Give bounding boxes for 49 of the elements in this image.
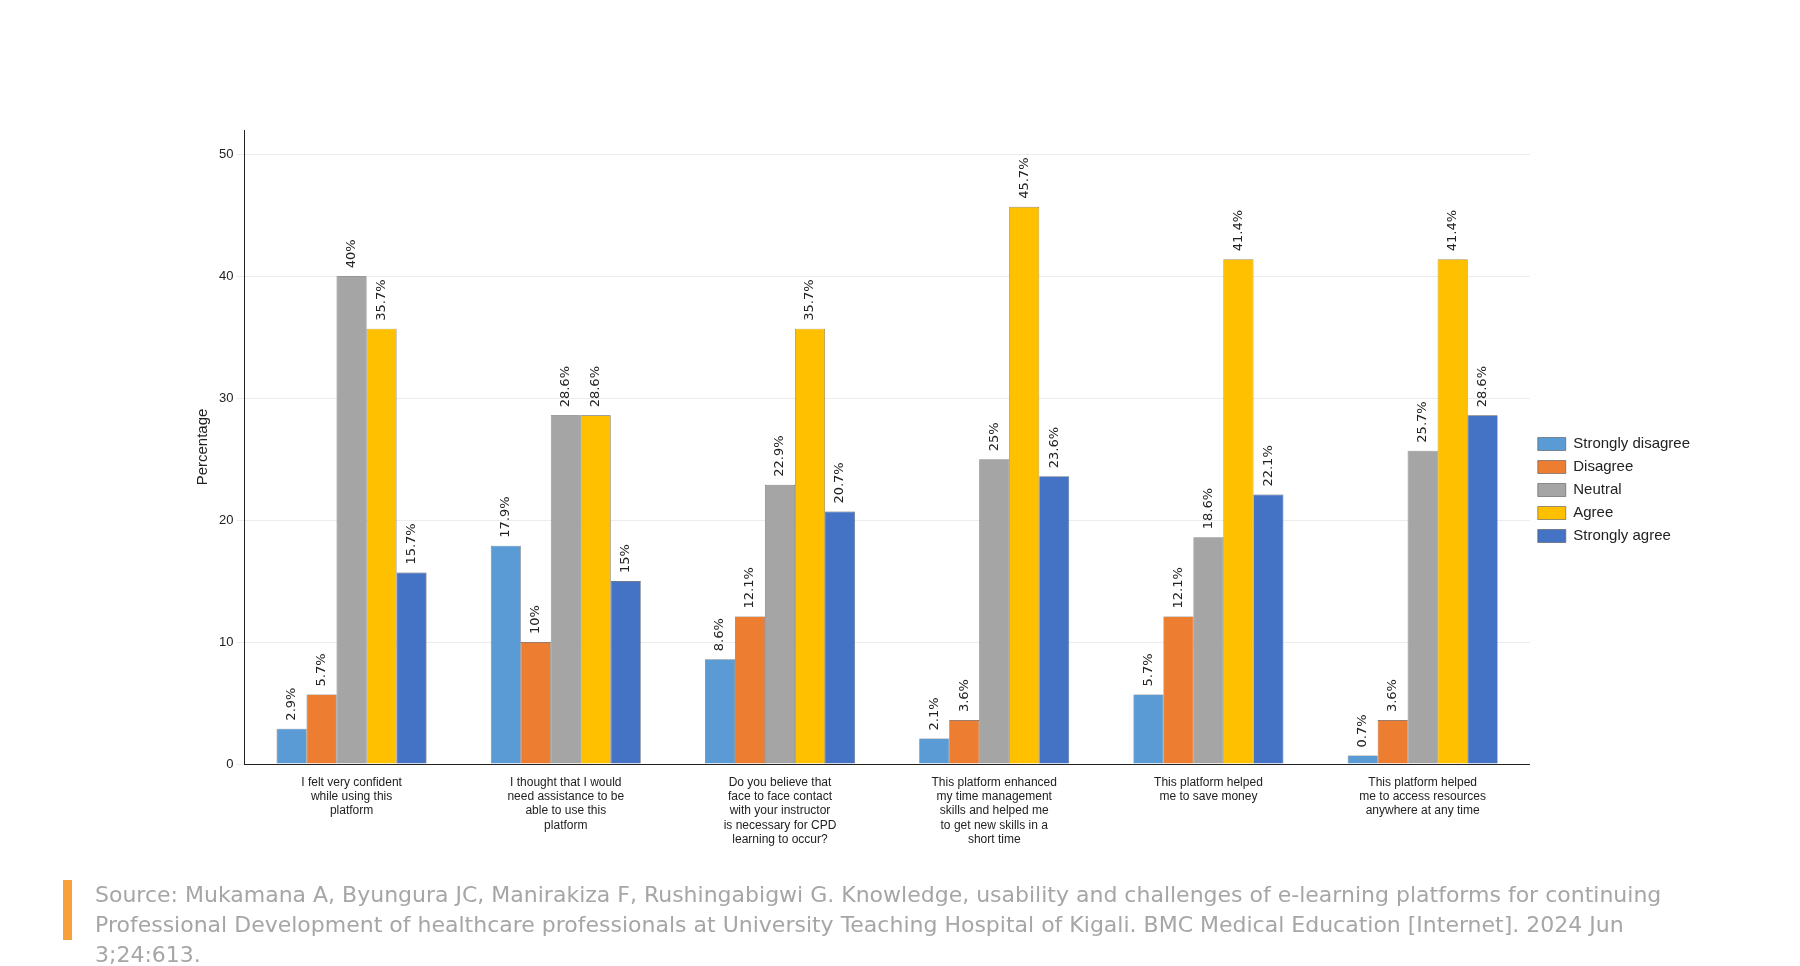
data-label: 25.7% (1414, 401, 1430, 443)
data-label: 2.1% (925, 697, 941, 731)
legend-label: Agree (1573, 503, 1614, 521)
data-label: 18.6% (1199, 487, 1215, 530)
x-tick-label: This platform helped me to access resources anywhere at any time (1359, 774, 1487, 818)
data-label: 35.7% (801, 279, 817, 321)
data-label: 5.7% (312, 653, 328, 687)
data-label: 40% (342, 239, 358, 269)
data-label: 12.1% (1169, 567, 1185, 609)
data-label: 8.6% (711, 618, 727, 652)
data-label: 28.6% (587, 365, 603, 408)
data-label: 41.4% (1444, 209, 1460, 252)
y-tick-label: 40 (218, 267, 234, 283)
data-label: 5.7% (1139, 653, 1155, 687)
data-label: 12.1% (741, 567, 757, 609)
legend-label: Disagree (1573, 457, 1634, 475)
data-label: 15.7% (402, 523, 418, 565)
data-label: 3.6% (1384, 679, 1400, 713)
data-label: 3.6% (955, 679, 971, 713)
legend-label: Strongly disagree (1573, 434, 1690, 452)
y-tick-label: 50 (218, 145, 234, 161)
data-label: 35.7% (372, 279, 388, 321)
data-label: 15% (617, 544, 633, 574)
data-label: 25% (985, 422, 1001, 452)
source-note: Source: Mukamana A, Byungura JC, Manirakiza F, Rushingabigwi G. Knowledge, usability and challenges of e-learning platforms for continuing Professional Development of healthcare professionals at University Teaching Hospital of Kigali. BMC Medical Education [Internet]. 2024 Jun 3;24:613. (95, 881, 1663, 966)
legend-label: Strongly agree (1573, 526, 1671, 544)
data-label: 22.9% (771, 435, 787, 477)
legend-label: Neutral (1573, 480, 1622, 498)
y-tick-label: 0 (226, 755, 234, 771)
x-tick-label: I felt very confident while using this platform (301, 774, 403, 818)
data-label: 10% (527, 605, 543, 635)
data-label: 2.9% (282, 687, 298, 721)
data-label: 20.7% (831, 462, 847, 504)
data-label: 41.4% (1229, 209, 1245, 252)
y-axis-title: Percentage (193, 408, 211, 486)
x-tick-label: This platform helped me to save money (1154, 774, 1263, 803)
data-label: 17.9% (497, 496, 513, 538)
data-label: 0.7% (1354, 714, 1370, 748)
y-tick-label: 20 (218, 511, 234, 527)
x-tick-label: I thought that I would need assistance to be able to use this platform (507, 774, 625, 832)
data-label: 45.7% (1015, 157, 1031, 199)
data-label: 28.6% (1474, 365, 1490, 408)
data-label: 23.6% (1045, 426, 1061, 469)
data-label: 22.1% (1259, 445, 1275, 487)
x-tick-label: This platform enhanced my time management skills and helped me to get new skills in a short time (931, 774, 1057, 847)
data-label: 28.6% (557, 365, 573, 408)
x-tick-label: Do you believe that face to face contact with your instructor is necessary for CPD learning to occur? (723, 774, 837, 847)
y-tick-label: 30 (218, 389, 234, 405)
y-tick-label: 10 (218, 633, 234, 649)
